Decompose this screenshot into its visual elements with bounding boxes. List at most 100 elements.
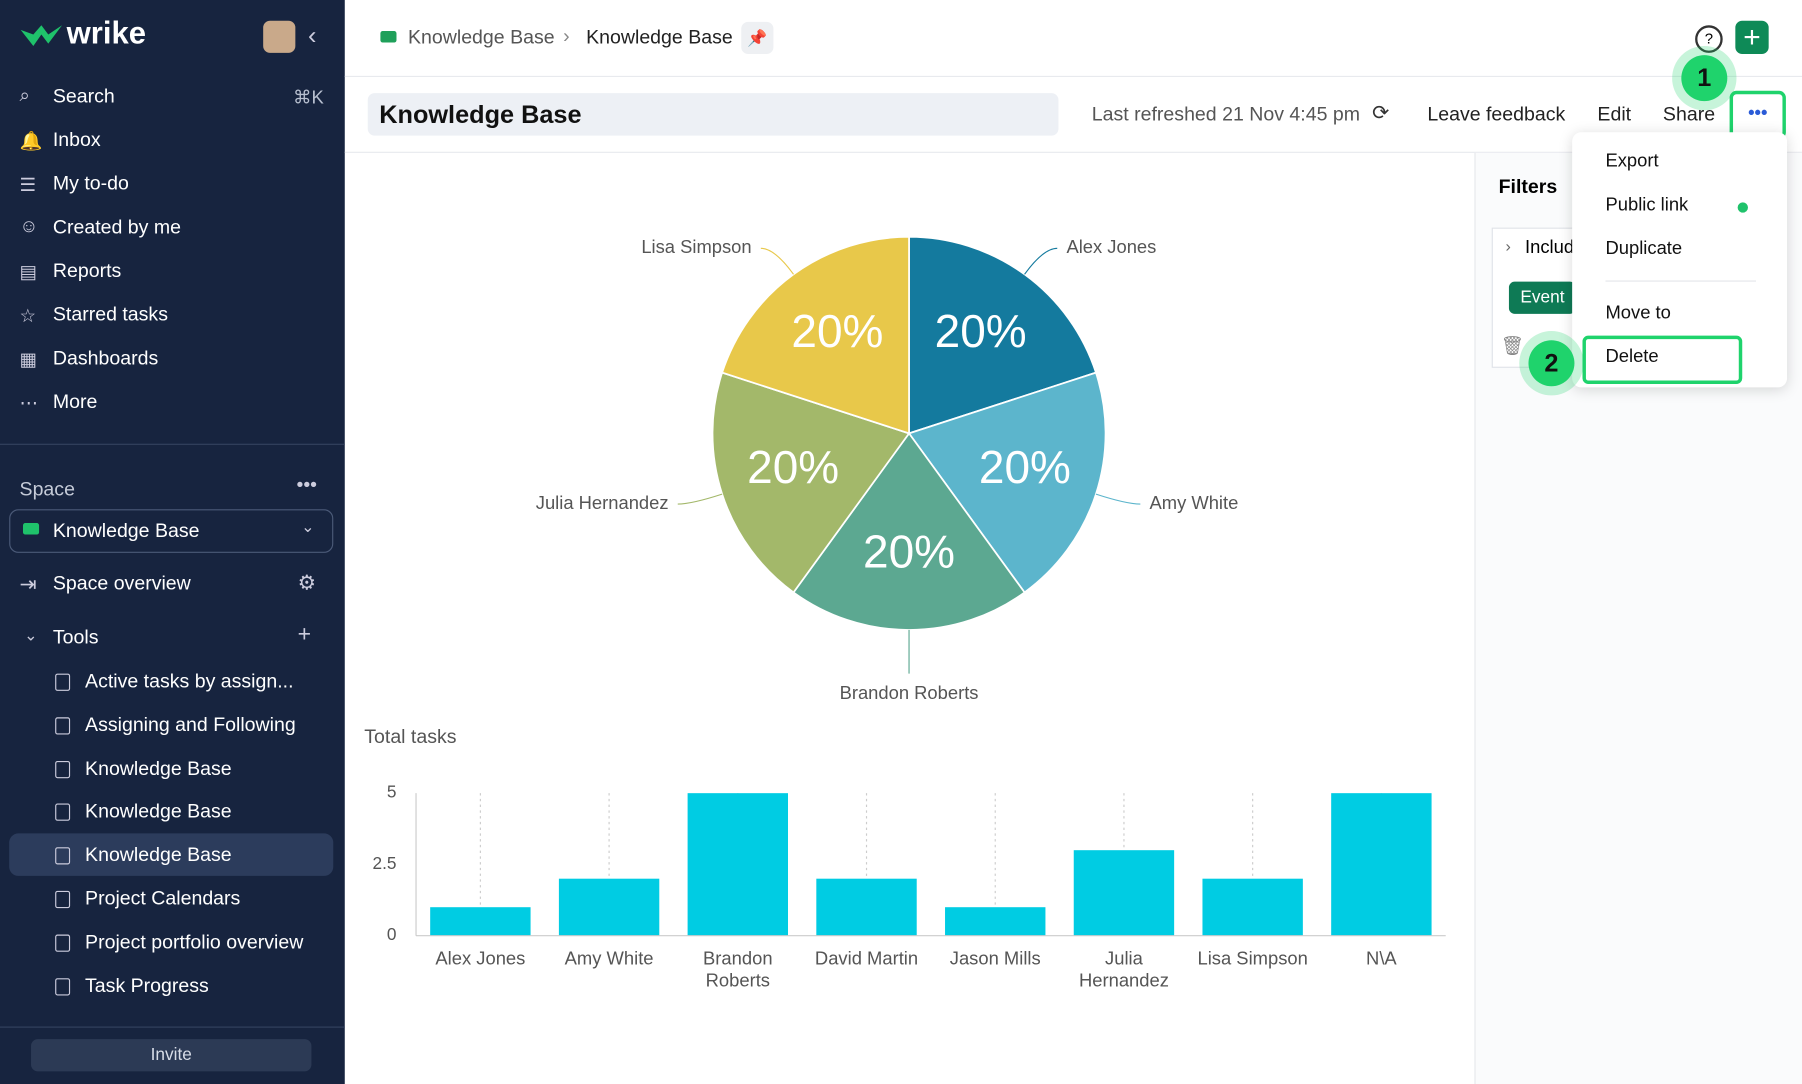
space-icon — [22, 523, 40, 535]
avatar[interactable] — [263, 20, 296, 53]
step-badge: 1 — [1681, 55, 1728, 102]
nav-item[interactable]: My to-do — [52, 172, 129, 195]
highlight-box — [1582, 335, 1743, 384]
category-label: Brandon Roberts — [840, 682, 979, 703]
x-tick-label: N\A — [1366, 949, 1397, 970]
add-button[interactable]: + — [1735, 20, 1769, 55]
invite-label: Invite — [150, 1044, 192, 1065]
category-label: Lisa Simpson — [641, 236, 751, 257]
menu-item[interactable]: Public link — [1605, 195, 1689, 215]
tool-item[interactable]: Assigning and Following — [85, 713, 296, 736]
report-title: Knowledge Base — [379, 100, 582, 129]
collapse-button[interactable]: ‹ — [307, 20, 317, 50]
charts: 20% Alex Jones 20% Amy White 20% Brandon Robe… — [364, 235, 1446, 944]
nav-item[interactable]: Created by me — [52, 216, 182, 238]
nav-item[interactable]: Search — [52, 85, 115, 107]
breadcrumb[interactable]: Knowledge Base — [586, 26, 733, 49]
category-label: Julia Hernandez — [536, 492, 669, 513]
leader-line — [760, 247, 794, 275]
x-tick-label: Amy White — [564, 949, 654, 970]
tools-label[interactable]: Tools — [52, 626, 99, 649]
nav-item[interactable]: More — [52, 390, 98, 413]
nav-icon: ☰ — [19, 175, 37, 196]
shortcut: ⌘K — [293, 88, 324, 109]
divider — [0, 1026, 345, 1028]
edit[interactable]: Edit — [1597, 103, 1632, 126]
nav-icon: ⋯ — [19, 394, 38, 414]
leader-line — [1095, 493, 1141, 505]
filters-title: Filters — [1498, 175, 1558, 198]
breadcrumb[interactable]: Knowledge Base — [407, 26, 555, 49]
refresh-button[interactable]: ⟳ — [1372, 101, 1390, 125]
title-input[interactable] — [367, 93, 1059, 136]
x-tick-label: Brandon Roberts — [703, 949, 773, 991]
icon: ⇥ — [19, 572, 37, 596]
logo-mark — [20, 25, 63, 46]
share[interactable]: Share — [1662, 103, 1716, 126]
tool-item[interactable]: Knowledge Base — [85, 757, 232, 779]
leave-feedback[interactable]: Leave feedback — [1427, 103, 1566, 126]
bar — [1202, 878, 1303, 936]
nav-icon: 🔔 — [19, 132, 43, 152]
space-menu[interactable]: ••• — [296, 473, 318, 496]
tool-icon — [55, 673, 71, 691]
status-dot — [1737, 202, 1748, 213]
last-refreshed: Last refreshed 21 Nov 4:45 pm — [1091, 103, 1361, 126]
x-tick-label: Alex Jones — [435, 949, 526, 970]
menu-item[interactable]: Duplicate — [1605, 239, 1683, 259]
menu-item[interactable]: Delete — [1605, 347, 1659, 367]
chevron: ⌄ — [24, 625, 38, 644]
nav-icon: ⌕ — [19, 86, 30, 106]
x-tick-label: Jason Mills — [949, 949, 1041, 970]
nav-item[interactable]: Reports — [52, 259, 122, 282]
tool-icon — [55, 934, 71, 952]
tool-item[interactable]: Knowledge Base — [85, 800, 232, 823]
leader-line — [677, 493, 723, 505]
space-overview[interactable]: Space overview — [52, 572, 191, 595]
separator: › — [563, 25, 570, 48]
slice-label: 20% — [935, 305, 1027, 357]
filter-tag[interactable]: Event — [1508, 281, 1577, 314]
x-tick-label: Lisa Simpson — [1197, 949, 1308, 970]
bar — [945, 907, 1046, 936]
nav-icon: ☺ — [19, 217, 39, 237]
nav-item[interactable]: Dashboards — [52, 347, 159, 369]
sidebar: wrike ‹ ⌘K Space ••• Knowledge Base ⌄ ⇥ … — [0, 0, 345, 1084]
divider — [0, 443, 345, 445]
help-button[interactable]: ? — [1695, 25, 1723, 53]
chevron: ⌄ — [301, 517, 315, 536]
tool-item[interactable]: Active tasks by assign... — [85, 670, 294, 693]
tool-item[interactable]: Knowledge Base — [85, 843, 232, 866]
pin-button[interactable]: 📌 — [741, 21, 774, 55]
tool-icon — [55, 847, 71, 865]
space-selector[interactable] — [9, 509, 334, 553]
nav-icon: ▤ — [19, 263, 37, 283]
nav-icon: ▦ — [19, 350, 37, 371]
delete-icon[interactable]: 🗑 — [1500, 336, 1525, 357]
menu-item[interactable]: Move to — [1605, 303, 1671, 324]
top-bar — [344, 0, 1802, 78]
tool-item[interactable]: Project Calendars — [85, 887, 241, 910]
tool-item[interactable]: Project portfolio overview — [85, 930, 304, 953]
bar — [1331, 793, 1432, 936]
space-name: Knowledge Base — [52, 519, 200, 542]
divider — [1474, 152, 1476, 1084]
tool-item[interactable]: Task Progress — [85, 974, 209, 997]
bar — [687, 793, 789, 936]
bar — [558, 878, 660, 936]
y-tick-label: 2.5 — [373, 853, 397, 873]
chevron: › — [1505, 236, 1511, 256]
x-tick-label: Julia Hernandez — [1078, 949, 1169, 991]
add-tool[interactable]: + — [297, 621, 312, 648]
nav-item[interactable]: Starred tasks — [52, 303, 168, 326]
invite-button[interactable]: Invite — [31, 1039, 312, 1072]
nav-item[interactable]: Inbox — [52, 128, 101, 151]
settings-icon[interactable]: ⚙ — [297, 571, 317, 595]
bar — [430, 907, 531, 936]
pie-slice — [792, 431, 1026, 631]
nav-icon: ☆ — [19, 306, 37, 327]
menu-item[interactable]: Export — [1605, 151, 1659, 172]
filter-include[interactable]: Includ — [1525, 237, 1575, 258]
slice-label: 20% — [863, 525, 955, 577]
